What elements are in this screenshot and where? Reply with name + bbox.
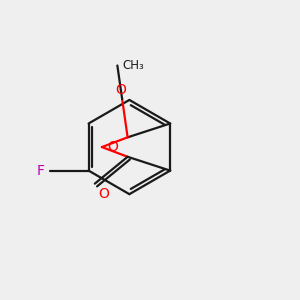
Text: CH₃: CH₃: [123, 59, 144, 72]
Text: O: O: [107, 140, 118, 154]
Text: O: O: [115, 83, 126, 97]
Text: F: F: [37, 164, 45, 178]
Text: O: O: [98, 187, 109, 201]
